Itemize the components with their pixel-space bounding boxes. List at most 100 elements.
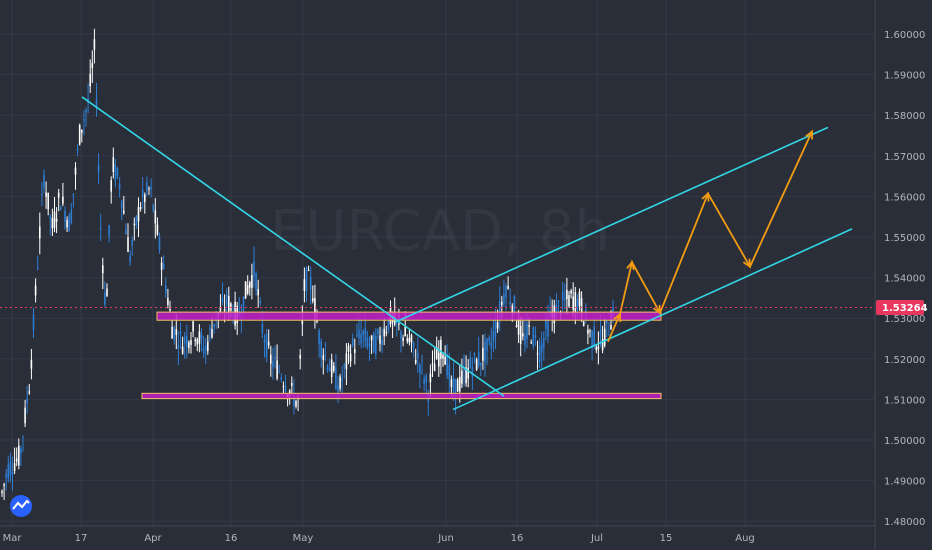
tradingview-logo-icon[interactable]: [10, 495, 32, 517]
candle-body: [270, 354, 272, 364]
candle-body: [162, 264, 165, 269]
candle-body: [568, 295, 570, 307]
x-tick-label: 16: [511, 533, 524, 544]
symbol-watermark: EURCAD, 8h: [270, 199, 610, 264]
candle-body: [265, 334, 268, 358]
candle-body: [519, 325, 522, 344]
candle-body: [398, 323, 400, 325]
candle-body: [410, 334, 413, 343]
trendline-0[interactable]: [81, 96, 505, 397]
candle-body: [370, 335, 373, 341]
candle-body: [524, 334, 526, 345]
candle-body: [167, 298, 169, 305]
candle-body: [230, 303, 232, 311]
candle-body: [312, 298, 314, 302]
candle-body: [465, 367, 467, 384]
candle-body: [368, 343, 371, 346]
candle-body: [606, 320, 608, 324]
candle-body: [375, 335, 377, 355]
candle-body: [561, 292, 564, 301]
trendline-2[interactable]: [452, 228, 853, 411]
y-tick-label: 1.54000: [884, 274, 925, 285]
y-tick-label: 1.58000: [884, 111, 925, 122]
candle-body: [43, 174, 45, 188]
candle-body: [305, 267, 308, 292]
candle-body: [1, 491, 3, 494]
candle-body: [207, 341, 209, 352]
candle-body: [116, 168, 119, 177]
candle-body: [354, 349, 356, 353]
candle-body: [259, 301, 262, 303]
candle-body: [599, 329, 602, 336]
candle-body: [165, 285, 167, 293]
trendline-1[interactable]: [394, 126, 829, 323]
candle-body: [301, 320, 304, 325]
candle-body: [536, 353, 539, 355]
candle-body: [251, 275, 253, 289]
candle-body: [488, 337, 490, 342]
candle-body: [333, 365, 335, 371]
candle-body: [171, 326, 173, 339]
candle-body: [154, 210, 157, 224]
candle-body: [223, 308, 226, 312]
candle-body: [55, 218, 58, 222]
candle-body: [261, 323, 264, 333]
x-tick-label: May: [293, 533, 314, 544]
candle-body: [356, 334, 358, 336]
candle-body: [377, 329, 379, 335]
candle-body: [372, 333, 375, 353]
candle-body: [538, 345, 541, 362]
candle-body: [160, 262, 163, 270]
candle-body: [448, 364, 451, 380]
candle-body: [435, 347, 438, 359]
candle-body: [364, 328, 367, 341]
candle-body: [337, 385, 339, 393]
candle-body: [486, 338, 488, 352]
candle-body: [13, 463, 16, 471]
candle-body: [423, 378, 425, 385]
candle-body: [125, 229, 127, 235]
candle-body: [330, 359, 333, 378]
candle-body: [81, 129, 83, 133]
candle-body: [480, 362, 482, 366]
zone-support[interactable]: [141, 392, 662, 400]
candle-body: [70, 209, 73, 223]
candle-body: [146, 182, 148, 191]
candle-body: [601, 339, 604, 351]
candle-body: [34, 285, 37, 296]
candle-body: [114, 164, 117, 181]
candle-body: [566, 289, 568, 300]
candle-body: [139, 207, 142, 209]
candle-body: [509, 301, 511, 305]
candle-body: [209, 327, 211, 331]
candle-body: [177, 344, 180, 349]
candle-body: [249, 282, 251, 288]
candle-body: [158, 236, 161, 250]
candle-body: [196, 339, 199, 345]
y-tick-label: 1.55000: [884, 233, 925, 244]
candle-body: [242, 296, 245, 313]
candle-body: [507, 285, 509, 289]
candle-body: [68, 215, 70, 232]
candle-body: [272, 360, 274, 368]
candle-body: [526, 324, 528, 340]
projection-arrowhead: [701, 191, 710, 202]
candle-body: [106, 288, 108, 297]
candle-body: [188, 342, 190, 348]
candle-body: [194, 339, 196, 341]
candle-body: [284, 386, 287, 392]
candle-body: [608, 334, 610, 336]
candle-body: [454, 379, 457, 400]
candle-body: [213, 323, 215, 327]
candle-body: [597, 346, 600, 349]
y-tick-label: 1.59000: [884, 71, 925, 82]
candle-body: [87, 98, 89, 103]
candle-body: [183, 336, 186, 344]
candle-body: [404, 326, 406, 337]
candle-body: [417, 352, 419, 359]
candle-body: [299, 354, 301, 359]
candle-body: [57, 192, 60, 198]
candle-body: [515, 324, 518, 327]
candle-body: [351, 338, 354, 346]
